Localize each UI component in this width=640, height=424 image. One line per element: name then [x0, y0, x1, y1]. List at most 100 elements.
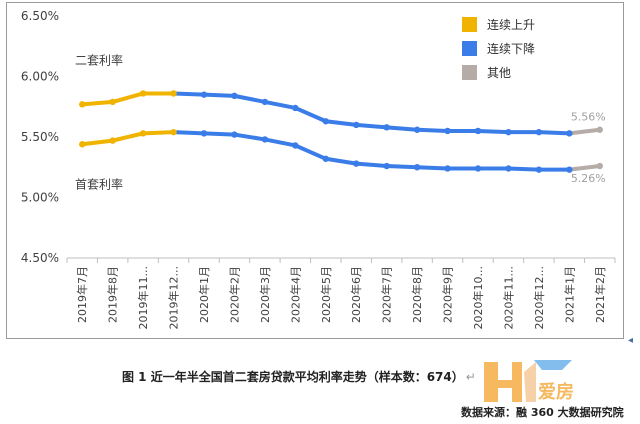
x-tick-label: 2020年7月	[380, 266, 394, 323]
data-point	[383, 124, 390, 131]
data-point	[231, 92, 238, 100]
x-tick-label: 2020年5月	[319, 266, 333, 323]
series-name-label: 首套利率	[75, 176, 123, 191]
series-segment	[476, 128, 511, 135]
data-point	[383, 162, 390, 170]
data-point	[444, 165, 451, 172]
series-layer: 二套利率 5.56% 首套利率 5.26%	[75, 52, 606, 191]
y-tick-label: 6.00%	[21, 70, 59, 84]
series-segment	[323, 119, 359, 127]
data-point	[566, 166, 573, 173]
x-tick-label: 2021年2月	[593, 266, 607, 323]
figure-caption: 图 1 近一年半全国首二套房贷款平均利率走势（样本数：674） ↵	[122, 368, 522, 385]
data-point	[535, 166, 543, 173]
series-segment	[567, 164, 602, 172]
x-tick-label: 2019年12...	[167, 266, 181, 329]
x-tick-label: 2020年9月	[441, 266, 455, 323]
data-point	[170, 90, 177, 97]
data-point	[139, 130, 147, 137]
x-tick-label: 2021年1月	[562, 266, 576, 323]
data-point	[505, 165, 512, 172]
x-tick-label: 2020年12...	[532, 266, 546, 329]
x-tick-label: 2020年11...	[501, 266, 515, 329]
data-point	[413, 164, 421, 171]
series-segment	[323, 156, 359, 166]
series-segment	[202, 131, 237, 137]
data-point	[353, 121, 360, 129]
x-tick-label: 2019年7月	[75, 266, 89, 323]
data-point	[353, 160, 360, 167]
series-name-label: 二套利率	[75, 52, 123, 67]
x-tick-label: 2020年2月	[227, 266, 241, 323]
legend-swatch-up	[462, 17, 477, 32]
data-point	[200, 91, 208, 98]
y-tick-label: 5.00%	[21, 191, 59, 205]
legend-label: 连续上升	[487, 17, 535, 32]
series-segment	[110, 91, 146, 104]
legend-label: 其他	[487, 66, 511, 80]
series-segment	[171, 130, 206, 136]
series-segment	[110, 131, 146, 143]
x-tick-label: 2020年3月	[258, 266, 272, 323]
data-point	[596, 126, 603, 133]
y-tick-label: 4.50%	[21, 251, 59, 265]
series-segment	[415, 127, 450, 133]
data-point	[535, 128, 543, 136]
series-segment	[80, 99, 115, 107]
x-tick-label: 2020年1月	[197, 266, 211, 323]
caption-text: 图 1 近一年半全国首二套房贷款平均利率走势（样本数：674）	[122, 370, 464, 384]
series-segment	[202, 92, 237, 98]
data-point	[79, 141, 86, 148]
series-segment	[232, 132, 267, 142]
x-tick-label: 2019年11...	[136, 266, 150, 329]
series-segment	[171, 91, 206, 97]
data-point	[292, 104, 299, 112]
data-point	[261, 136, 269, 143]
x-tick-label: 2020年4月	[288, 266, 302, 323]
series-segment	[354, 122, 389, 130]
series-segment	[293, 143, 328, 161]
data-source: 数据来源：融 360 大数据研究院	[461, 406, 624, 419]
data-point	[596, 162, 603, 170]
x-tick-label: 2020年10...	[471, 266, 485, 329]
data-point	[170, 128, 177, 136]
end-value-label: 5.26%	[571, 172, 606, 185]
data-point	[139, 90, 147, 97]
series-segment	[384, 164, 420, 170]
data-point	[474, 165, 482, 172]
series-segment	[80, 138, 115, 147]
data-point	[413, 126, 421, 133]
series-segment	[567, 127, 602, 136]
data-point	[322, 155, 329, 162]
watermark-logo: 爱房	[484, 360, 574, 403]
data-point	[322, 118, 329, 125]
logo-r-shape	[524, 362, 536, 402]
logo-roof-shape	[534, 360, 572, 370]
legend-swatch-down	[462, 41, 477, 56]
data-point	[231, 131, 238, 138]
data-point	[79, 101, 86, 108]
logo-lettering: 爱房	[538, 381, 574, 403]
paragraph-mark: ↵	[465, 370, 476, 384]
x-tick-label: 2019年8月	[106, 266, 120, 323]
series-segment	[536, 130, 572, 136]
logo-h-shape	[484, 362, 522, 402]
data-point	[474, 127, 482, 135]
data-point	[261, 98, 269, 106]
edge-arrow-mark: ◂	[628, 335, 634, 346]
series-segment	[141, 130, 176, 136]
series-segment	[262, 99, 298, 110]
series-segment	[354, 161, 389, 169]
end-value-label: 5.56%	[571, 111, 606, 124]
data-point	[444, 127, 451, 135]
series-segment	[293, 105, 328, 124]
x-axis: 2019年7月 2019年8月 2019年11... 2019年12... 2020年1…	[66, 258, 616, 329]
line-chart: 6.50% 6.00% 5.50% 5.00% 4.50% 2019年7月 2019年8月…	[21, 9, 616, 329]
data-point	[566, 130, 573, 137]
data-point	[505, 128, 512, 136]
chart-frame: 6.50% 6.00% 5.50% 5.00% 4.50% 2019年7月 2019年8月…	[6, 2, 624, 339]
series-segment	[384, 125, 420, 132]
legend-swatch-other	[462, 65, 477, 80]
x-tick-label: 2020年6月	[349, 266, 363, 323]
